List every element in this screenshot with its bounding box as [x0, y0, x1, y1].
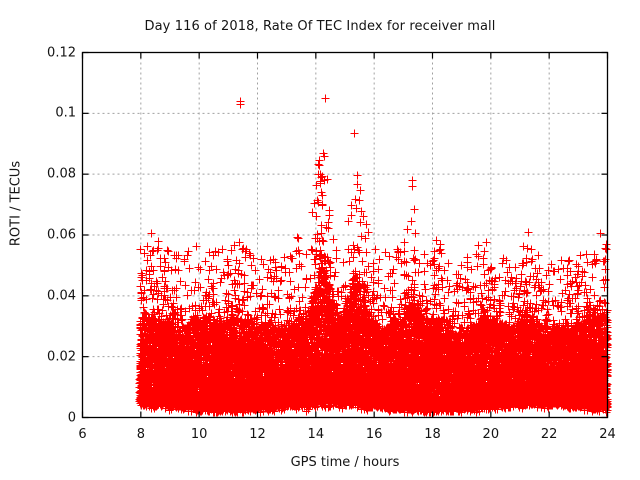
x-tick-label: 12: [249, 426, 266, 442]
y-tick-label: 0: [67, 410, 76, 425]
x-tick-label: 24: [599, 426, 616, 442]
x-axis-label: GPS time / hours: [290, 455, 400, 470]
x-tick-label: 6: [78, 426, 87, 442]
data-points: [135, 94, 612, 417]
y-tick-label: 0.12: [47, 45, 76, 60]
y-tick-label: 0.04: [47, 288, 76, 304]
y-tick-label: 0.02: [47, 349, 76, 365]
x-tick-label: 10: [190, 426, 208, 442]
x-tick-label: 20: [482, 426, 500, 442]
y-tick-label: 0.06: [47, 227, 76, 243]
x-tick-label: 16: [365, 426, 383, 442]
x-tick-label: 14: [307, 426, 325, 442]
y-tick-label: 0.1: [55, 105, 76, 121]
y-tick-label: 0.08: [47, 166, 76, 182]
x-tick-label: 8: [136, 426, 145, 442]
grid-lines: [82, 52, 608, 418]
x-tick-label: 18: [424, 426, 441, 442]
axis-frame: [81, 51, 609, 419]
page-title: Day 116 of 2018, Rate Of TEC Index for r…: [144, 19, 496, 34]
x-tick-label: 22: [540, 426, 558, 442]
